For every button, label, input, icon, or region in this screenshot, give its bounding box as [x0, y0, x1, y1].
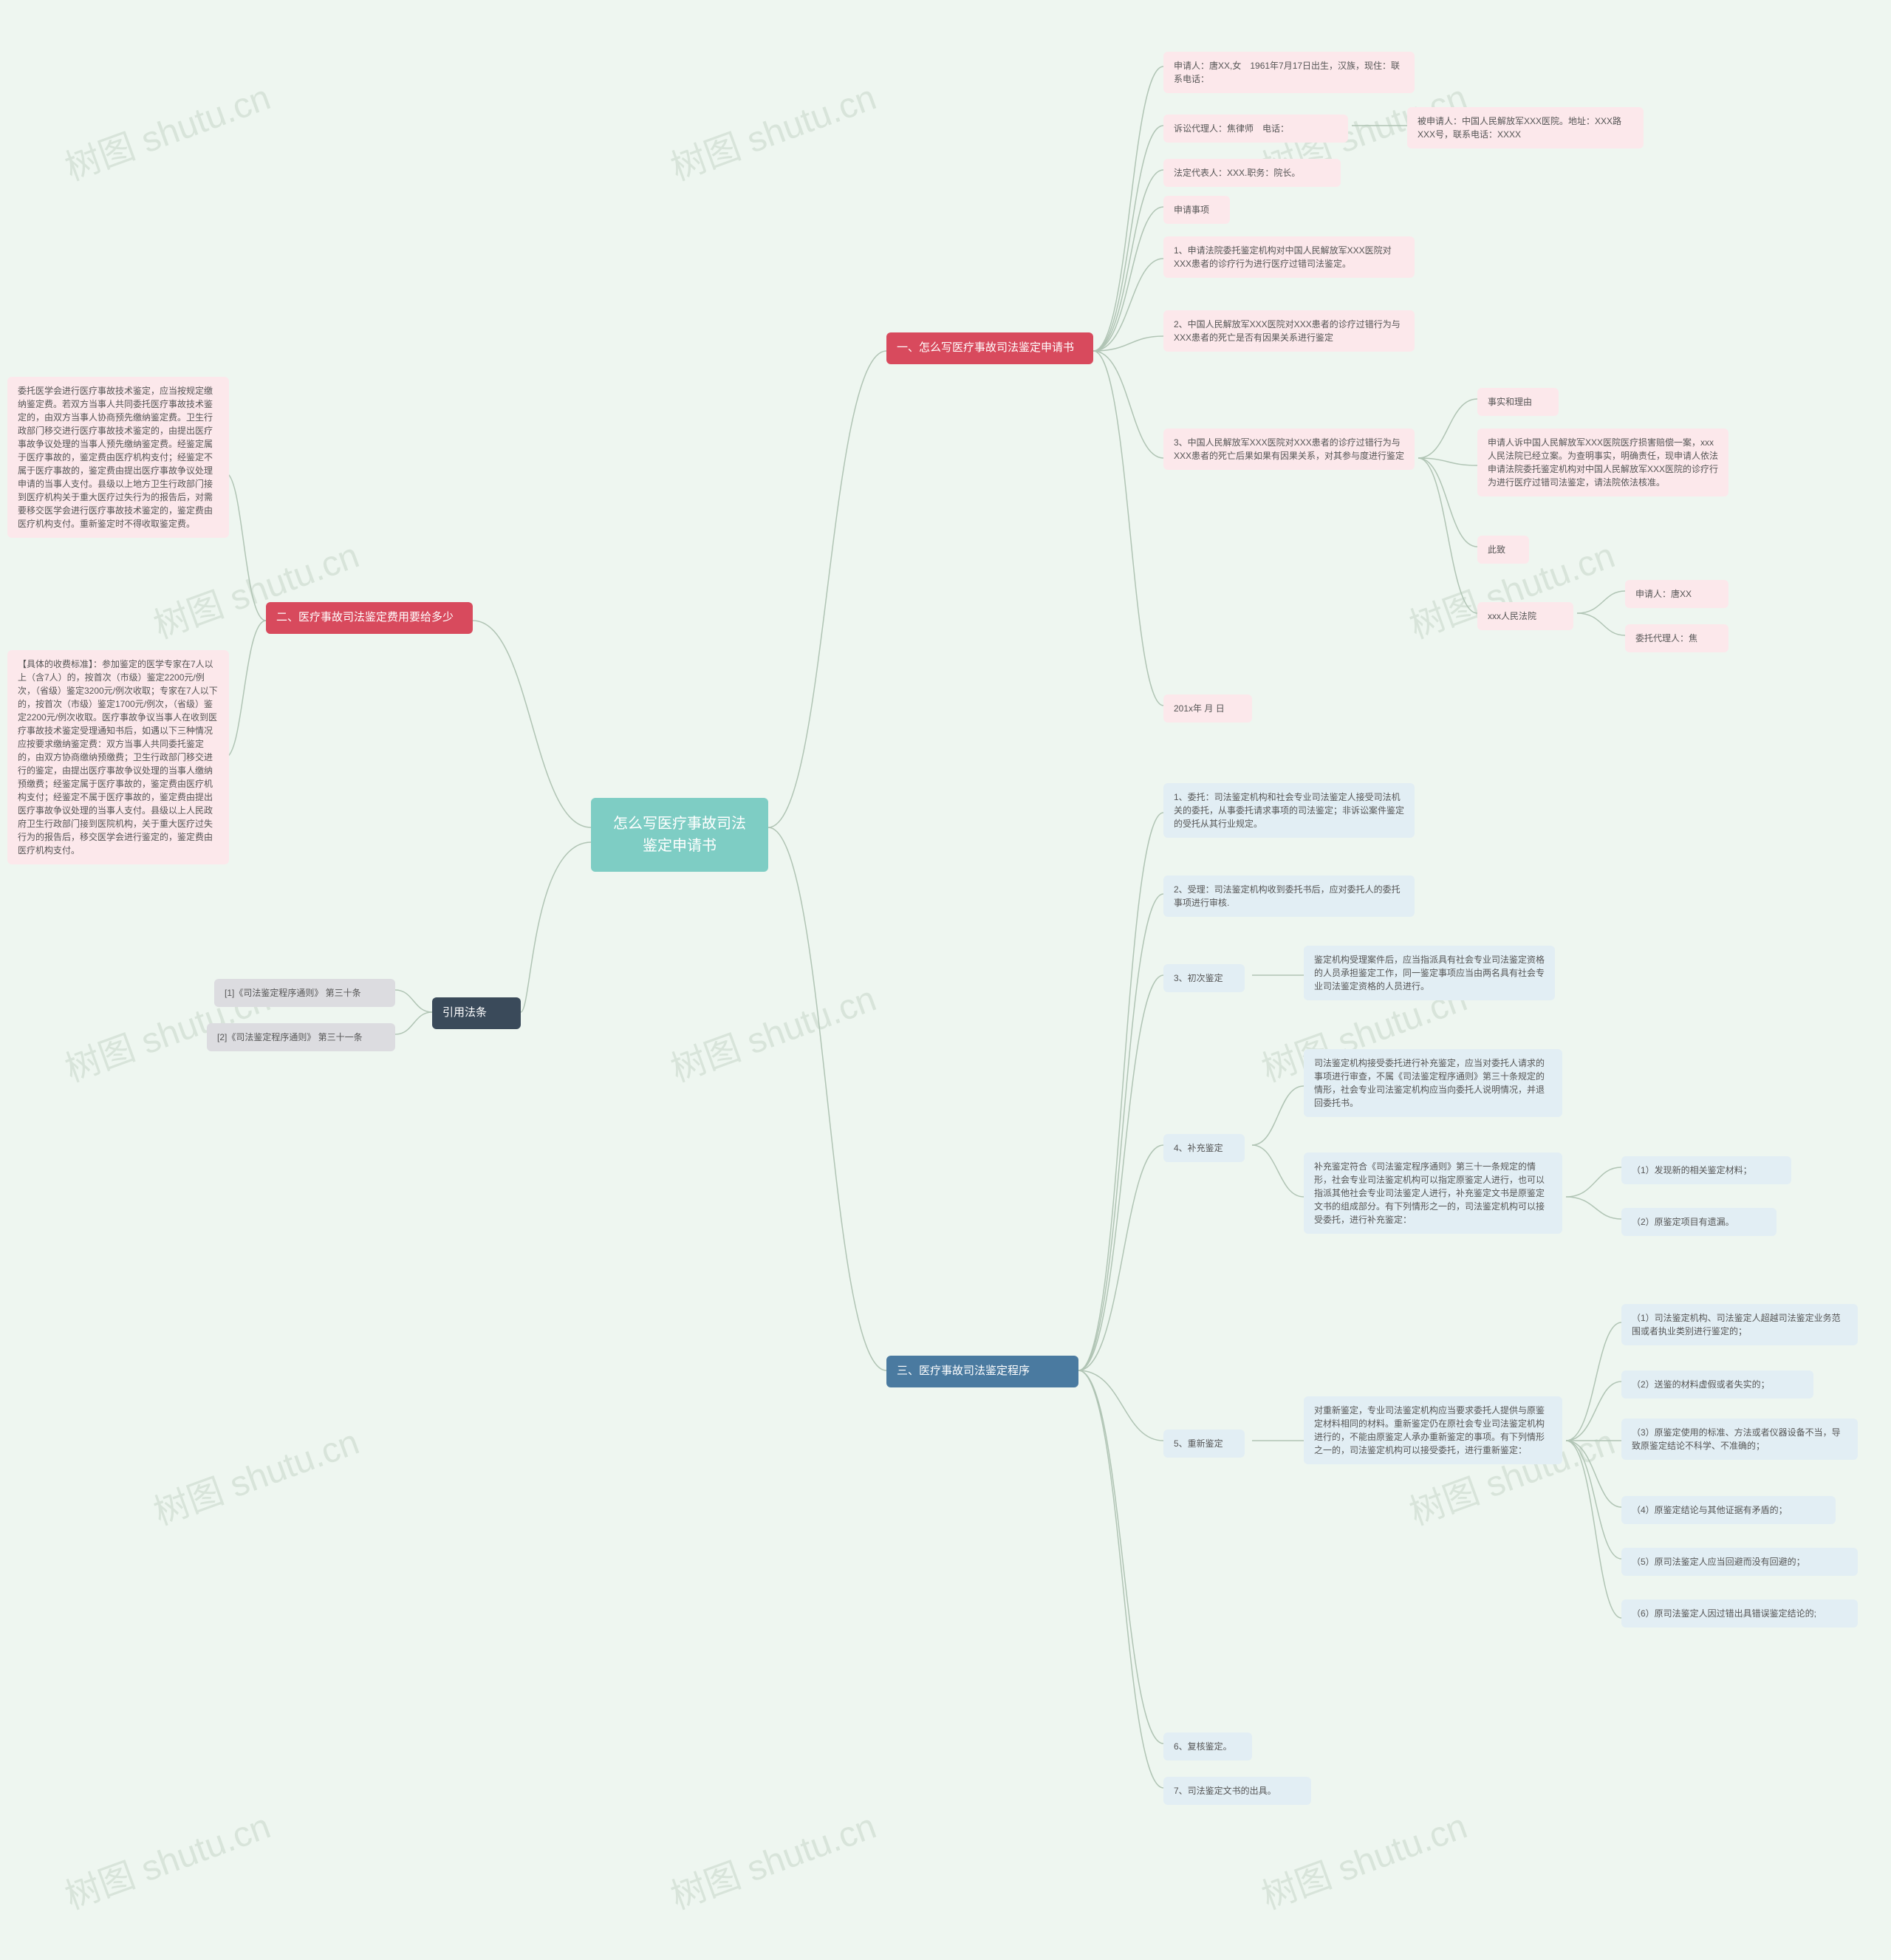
b3-n4: 4、补充鉴定 [1163, 1134, 1245, 1162]
watermark: 树图 shutu.cn [663, 68, 882, 190]
b3-n4b1: （1）发现新的相关鉴定材料； [1621, 1156, 1791, 1184]
b3-n5a2: （2）送鉴的材料虚假或者失实的； [1621, 1370, 1813, 1399]
b1-date: 201x年 月 日 [1163, 694, 1252, 723]
b1-facts: 事实和理由 [1477, 388, 1559, 416]
branch-2: 二、医疗事故司法鉴定费用要给多少 [266, 602, 473, 634]
watermark: 树图 shutu.cn [57, 68, 276, 190]
b1-court: xxx人民法院 [1477, 602, 1573, 630]
b3-n5a6: （6）原司法鉴定人因过错出具错误鉴定结论的; [1621, 1599, 1858, 1628]
b1-legal-rep: 法定代表人：XXX.职务：院长。 [1163, 159, 1341, 187]
b3-n2: 2、受理：司法鉴定机构收到委托书后，应对委托人的委托事项进行审核. [1163, 875, 1415, 917]
b1-respondent: 被申请人：中国人民解放军XXX医院。地址：XXX路XXX号，联系电话：XXXX [1407, 107, 1644, 148]
b1-cizhi: 此致 [1477, 536, 1529, 564]
b1-item1: 1、申请法院委托鉴定机构对中国人民解放军XXX医院对XXX患者的诊疗行为进行医疗… [1163, 236, 1415, 278]
b2-fee-rule: 委托医学会进行医疗事故技术鉴定，应当按规定缴纳鉴定费。若双方当事人共同委托医疗事… [7, 377, 229, 538]
watermark: 树图 shutu.cn [1254, 1797, 1473, 1919]
b4-law1: [1]《司法鉴定程序通则》 第三十条 [214, 979, 395, 1007]
b3-n5: 5、重新鉴定 [1163, 1430, 1245, 1458]
watermark: 树图 shutu.cn [663, 969, 882, 1091]
branch-3: 三、医疗事故司法鉴定程序 [886, 1356, 1078, 1387]
b3-n3a: 鉴定机构受理案件后，应当指派具有社会专业司法鉴定资格的人员承担鉴定工作，同一鉴定… [1304, 946, 1555, 1000]
b1-applicant: 申请人：唐XX,女 1961年7月17日出生，汉族，现住：联系电话： [1163, 52, 1415, 93]
b1-item2: 2、中国人民解放军XXX医院对XXX患者的诊疗过错行为与XXX患者的死亡是否有因… [1163, 310, 1415, 352]
b3-n5a1: （1）司法鉴定机构、司法鉴定人超越司法鉴定业务范围或者执业类别进行鉴定的； [1621, 1304, 1858, 1345]
b3-n4a: 司法鉴定机构接受委托进行补充鉴定，应当对委托人请求的事项进行审查，不属《司法鉴定… [1304, 1049, 1562, 1117]
b3-n5a: 对重新鉴定，专业司法鉴定机构应当要求委托人提供与原鉴定材料相同的材料。重新鉴定仍… [1304, 1396, 1562, 1464]
b3-n1: 1、委托：司法鉴定机构和社会专业司法鉴定人接受司法机关的委托，从事委托请求事项的… [1163, 783, 1415, 838]
b4-law2: [2]《司法鉴定程序通则》 第三十一条 [207, 1023, 395, 1051]
watermark: 树图 shutu.cn [146, 1413, 365, 1534]
watermark: 树图 shutu.cn [663, 1797, 882, 1919]
b2-fee-std: 【具体的收费标准】：参加鉴定的医学专家在7人以上（含7人）的，按首次（市级）鉴定… [7, 650, 229, 864]
b3-n7: 7、司法鉴定文书的出具。 [1163, 1777, 1311, 1805]
b3-n5a5: （5）原司法鉴定人应当回避而没有回避的； [1621, 1548, 1858, 1576]
b1-request: 申请事项 [1163, 196, 1230, 224]
b3-n5a3: （3）原鉴定使用的标准、方法或者仪器设备不当，导致原鉴定结论不科学、不准确的； [1621, 1418, 1858, 1460]
branch-1: 一、怎么写医疗事故司法鉴定申请书 [886, 332, 1093, 364]
b3-n4b2: （2）原鉴定项目有遗漏。 [1621, 1208, 1777, 1236]
b1-agent-name: 委托代理人：焦 [1625, 624, 1728, 652]
watermark: 树图 shutu.cn [57, 1797, 276, 1919]
b3-n5a4: （4）原鉴定结论与其他证据有矛盾的； [1621, 1496, 1836, 1524]
root-node: 怎么写医疗事故司法鉴定申请书 [591, 798, 768, 872]
b3-n3: 3、初次鉴定 [1163, 964, 1245, 992]
b1-item3: 3、中国人民解放军XXX医院对XXX患者的诊疗过错行为与XXX患者的死亡后果如果… [1163, 428, 1415, 470]
b1-reason: 申请人诉中国人民解放军XXX医院医疗损害赔偿一案，xxx人民法院已经立案。为查明… [1477, 428, 1728, 496]
b3-n4b: 补充鉴定符合《司法鉴定程序通则》第三十一条规定的情形，社会专业司法鉴定机构可以指… [1304, 1153, 1562, 1234]
b1-applicant-name: 申请人：唐XX [1625, 580, 1728, 608]
b1-agent: 诉讼代理人：焦律师 电话： [1163, 115, 1348, 143]
b3-n6: 6、复核鉴定。 [1163, 1732, 1252, 1761]
branch-4: 引用法条 [432, 997, 521, 1029]
